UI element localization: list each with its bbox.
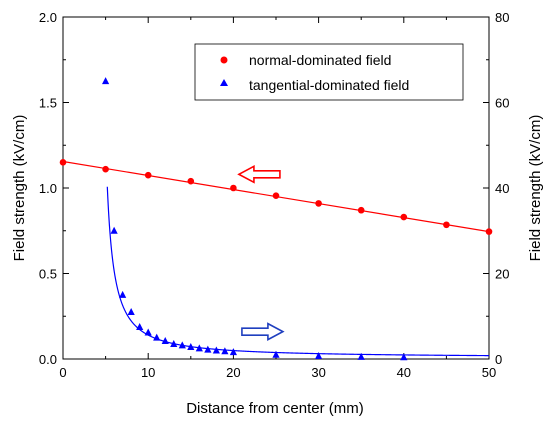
data-point-tangential: [161, 337, 169, 345]
data-point-normal: [357, 206, 365, 214]
data-point-tangential: [127, 307, 135, 315]
y-axis-title-right: Field strength (kV/cm): [527, 115, 544, 262]
data-point-tangential: [178, 341, 186, 349]
data-point-tangential: [102, 77, 110, 85]
legend-label-normal: normal-dominated field: [249, 52, 391, 68]
data-point-tangential: [110, 226, 118, 234]
data-point-normal: [272, 192, 280, 199]
data-point-normal: [187, 177, 195, 185]
y-left-tick-label: 1.5: [39, 96, 57, 111]
data-point-tangential: [136, 322, 144, 330]
data-point-tangential: [119, 290, 127, 298]
y-left-tick-label: 0.5: [39, 267, 57, 282]
y-left-tick-label: 0.0: [39, 352, 57, 367]
data-point-tangential: [229, 348, 237, 356]
y-right-tick-label: 20: [495, 267, 509, 282]
tick-labels: 0 10 20 30 40 50 0.0 0.5 1.0 1.5 2.0 0 20 40 60 80: [39, 10, 510, 380]
x-tick-label: 0: [59, 365, 66, 380]
y-right-tick-label: 0: [495, 352, 502, 367]
y-left-tick-label: 2.0: [39, 10, 57, 25]
legend: normal-dominated field tangential-domina…: [194, 43, 464, 101]
data-point-normal: [102, 165, 109, 173]
data-point-tangential: [144, 328, 152, 336]
legend-box: [194, 43, 464, 101]
data-point-tangential: [357, 352, 365, 360]
legend-label-tangential: tangential-dominated field: [249, 77, 409, 93]
x-tick-label: 10: [141, 365, 155, 380]
y-left-tick-label: 1.0: [39, 181, 57, 196]
y-right-tick-label: 40: [495, 181, 509, 196]
data-point-tangential: [315, 352, 323, 360]
data-point-tangential: [212, 346, 220, 354]
fit-lines: [63, 160, 489, 357]
y-axis-title-left: Field strength (kV/cm): [11, 115, 28, 262]
legend-marker-tangential: [220, 79, 228, 86]
data-point-tangential: [170, 340, 178, 348]
data-point-normal: [400, 213, 408, 221]
y-right-tick-label: 60: [495, 96, 509, 111]
x-tick-label: 50: [482, 365, 496, 380]
data-point-normal: [315, 200, 322, 207]
x-tick-label: 30: [311, 365, 325, 380]
x-tick-label: 40: [397, 365, 411, 380]
data-point-tangential: [221, 347, 229, 355]
fit-curve-tangential: [106, 186, 489, 357]
data-point-tangential: [272, 350, 280, 358]
data-point-normal: [443, 221, 450, 229]
data-points: [59, 77, 493, 361]
arrow-right-annotation: [241, 322, 285, 341]
x-axis-title: Distance from center (mm): [186, 400, 364, 417]
data-point-normal: [59, 159, 67, 166]
data-point-tangential: [204, 345, 212, 353]
data-point-tangential: [400, 353, 408, 361]
legend-marker-normal: [220, 56, 228, 64]
y-right-tick-label: 80: [495, 10, 509, 25]
annotation-arrows: [237, 164, 285, 341]
data-point-tangential: [195, 344, 203, 352]
data-point-normal: [230, 184, 237, 192]
data-point-normal: [144, 171, 152, 179]
data-point-tangential: [187, 343, 195, 351]
data-point-normal: [485, 228, 493, 235]
x-tick-label: 20: [226, 365, 240, 380]
arrow-left-annotation: [237, 164, 281, 184]
data-point-tangential: [153, 333, 161, 341]
